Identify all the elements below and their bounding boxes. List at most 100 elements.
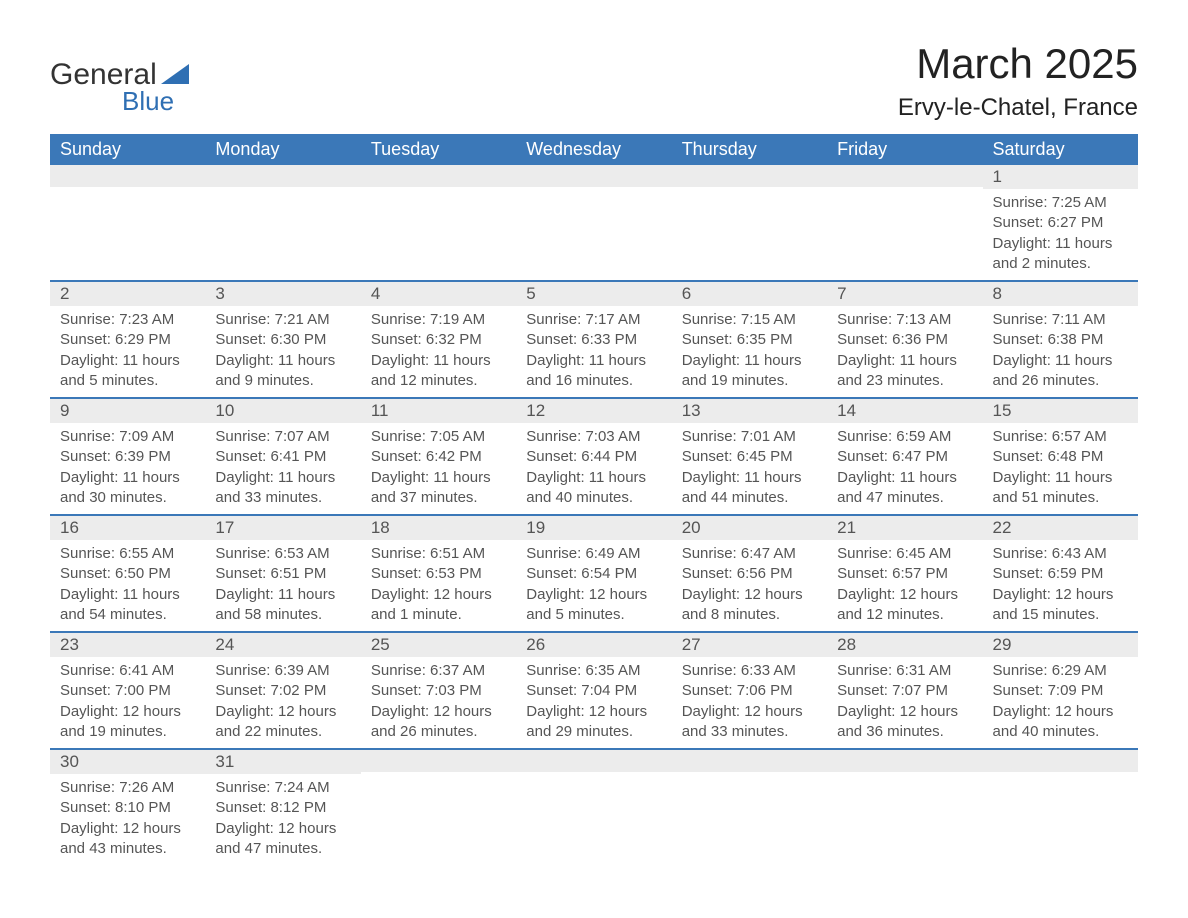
daylight-text: Daylight: 11 hours and 30 minutes. xyxy=(60,468,195,509)
month-title: March 2025 xyxy=(898,40,1138,88)
sunset-text: Sunset: 6:35 PM xyxy=(682,330,817,350)
sunset-text: Sunset: 6:39 PM xyxy=(60,447,195,467)
calendar-cell: 25Sunrise: 6:37 AMSunset: 7:03 PMDayligh… xyxy=(361,632,516,749)
day-number: 19 xyxy=(516,516,671,540)
sunset-text: Sunset: 6:59 PM xyxy=(993,564,1128,584)
day-data: Sunrise: 6:55 AMSunset: 6:50 PMDaylight:… xyxy=(50,540,205,631)
calendar-cell xyxy=(672,749,827,865)
daylight-text: Daylight: 12 hours and 36 minutes. xyxy=(837,702,972,743)
sunrise-text: Sunrise: 6:29 AM xyxy=(993,661,1128,681)
day-data: Sunrise: 7:25 AMSunset: 6:27 PMDaylight:… xyxy=(983,189,1138,280)
calendar-cell xyxy=(516,749,671,865)
calendar-cell: 31Sunrise: 7:24 AMSunset: 8:12 PMDayligh… xyxy=(205,749,360,865)
weekday-header: Tuesday xyxy=(361,134,516,165)
sunset-text: Sunset: 6:41 PM xyxy=(215,447,350,467)
calendar-cell: 22Sunrise: 6:43 AMSunset: 6:59 PMDayligh… xyxy=(983,515,1138,632)
day-number xyxy=(672,165,827,187)
day-number xyxy=(827,165,982,187)
day-data: Sunrise: 6:57 AMSunset: 6:48 PMDaylight:… xyxy=(983,423,1138,514)
title-block: March 2025 Ervy-le-Chatel, France xyxy=(898,40,1138,122)
calendar-cell: 20Sunrise: 6:47 AMSunset: 6:56 PMDayligh… xyxy=(672,515,827,632)
day-number: 9 xyxy=(50,399,205,423)
day-number: 22 xyxy=(983,516,1138,540)
daylight-text: Daylight: 12 hours and 5 minutes. xyxy=(526,585,661,626)
daylight-text: Daylight: 11 hours and 23 minutes. xyxy=(837,351,972,392)
weekday-header: Thursday xyxy=(672,134,827,165)
weekday-header-row: Sunday Monday Tuesday Wednesday Thursday… xyxy=(50,134,1138,165)
day-data: Sunrise: 6:31 AMSunset: 7:07 PMDaylight:… xyxy=(827,657,982,748)
sunrise-text: Sunrise: 6:57 AM xyxy=(993,427,1128,447)
sunrise-text: Sunrise: 7:25 AM xyxy=(993,193,1128,213)
day-number: 30 xyxy=(50,750,205,774)
day-data: Sunrise: 6:41 AMSunset: 7:00 PMDaylight:… xyxy=(50,657,205,748)
sunset-text: Sunset: 6:57 PM xyxy=(837,564,972,584)
sunset-text: Sunset: 7:03 PM xyxy=(371,681,506,701)
daylight-text: Daylight: 12 hours and 47 minutes. xyxy=(215,819,350,860)
day-data: Sunrise: 7:19 AMSunset: 6:32 PMDaylight:… xyxy=(361,306,516,397)
calendar-cell: 19Sunrise: 6:49 AMSunset: 6:54 PMDayligh… xyxy=(516,515,671,632)
day-number: 13 xyxy=(672,399,827,423)
calendar-cell: 9Sunrise: 7:09 AMSunset: 6:39 PMDaylight… xyxy=(50,398,205,515)
day-number: 15 xyxy=(983,399,1138,423)
day-data xyxy=(983,772,1138,850)
calendar-cell xyxy=(827,749,982,865)
sunrise-text: Sunrise: 6:49 AM xyxy=(526,544,661,564)
sunset-text: Sunset: 7:02 PM xyxy=(215,681,350,701)
day-data: Sunrise: 6:49 AMSunset: 6:54 PMDaylight:… xyxy=(516,540,671,631)
sunrise-text: Sunrise: 6:55 AM xyxy=(60,544,195,564)
day-data xyxy=(361,772,516,850)
calendar-week-row: 30Sunrise: 7:26 AMSunset: 8:10 PMDayligh… xyxy=(50,749,1138,865)
day-number: 6 xyxy=(672,282,827,306)
calendar-cell: 28Sunrise: 6:31 AMSunset: 7:07 PMDayligh… xyxy=(827,632,982,749)
calendar-cell: 29Sunrise: 6:29 AMSunset: 7:09 PMDayligh… xyxy=(983,632,1138,749)
day-number: 28 xyxy=(827,633,982,657)
weekday-header: Saturday xyxy=(983,134,1138,165)
sunrise-text: Sunrise: 7:07 AM xyxy=(215,427,350,447)
calendar-cell xyxy=(672,165,827,281)
sunrise-text: Sunrise: 6:31 AM xyxy=(837,661,972,681)
sunrise-text: Sunrise: 6:43 AM xyxy=(993,544,1128,564)
sunrise-text: Sunrise: 7:24 AM xyxy=(215,778,350,798)
day-data: Sunrise: 7:01 AMSunset: 6:45 PMDaylight:… xyxy=(672,423,827,514)
sunset-text: Sunset: 7:09 PM xyxy=(993,681,1128,701)
day-number: 18 xyxy=(361,516,516,540)
day-number xyxy=(361,750,516,772)
day-data: Sunrise: 6:37 AMSunset: 7:03 PMDaylight:… xyxy=(361,657,516,748)
calendar-cell: 24Sunrise: 6:39 AMSunset: 7:02 PMDayligh… xyxy=(205,632,360,749)
day-data: Sunrise: 7:13 AMSunset: 6:36 PMDaylight:… xyxy=(827,306,982,397)
sunrise-text: Sunrise: 6:53 AM xyxy=(215,544,350,564)
daylight-text: Daylight: 12 hours and 8 minutes. xyxy=(682,585,817,626)
day-data xyxy=(827,772,982,850)
day-data: Sunrise: 6:43 AMSunset: 6:59 PMDaylight:… xyxy=(983,540,1138,631)
calendar-cell: 1Sunrise: 7:25 AMSunset: 6:27 PMDaylight… xyxy=(983,165,1138,281)
daylight-text: Daylight: 11 hours and 5 minutes. xyxy=(60,351,195,392)
daylight-text: Daylight: 11 hours and 44 minutes. xyxy=(682,468,817,509)
calendar-cell xyxy=(205,165,360,281)
sunset-text: Sunset: 7:04 PM xyxy=(526,681,661,701)
day-number: 17 xyxy=(205,516,360,540)
day-number: 21 xyxy=(827,516,982,540)
header: General Blue March 2025 Ervy-le-Chatel, … xyxy=(50,40,1138,122)
day-data: Sunrise: 7:15 AMSunset: 6:35 PMDaylight:… xyxy=(672,306,827,397)
day-data: Sunrise: 7:26 AMSunset: 8:10 PMDaylight:… xyxy=(50,774,205,865)
day-number xyxy=(361,165,516,187)
day-data: Sunrise: 7:23 AMSunset: 6:29 PMDaylight:… xyxy=(50,306,205,397)
day-number xyxy=(516,750,671,772)
day-number: 3 xyxy=(205,282,360,306)
daylight-text: Daylight: 11 hours and 19 minutes. xyxy=(682,351,817,392)
daylight-text: Daylight: 11 hours and 37 minutes. xyxy=(371,468,506,509)
sunset-text: Sunset: 6:50 PM xyxy=(60,564,195,584)
calendar-cell: 14Sunrise: 6:59 AMSunset: 6:47 PMDayligh… xyxy=(827,398,982,515)
day-data: Sunrise: 6:35 AMSunset: 7:04 PMDaylight:… xyxy=(516,657,671,748)
sunset-text: Sunset: 8:12 PM xyxy=(215,798,350,818)
day-number xyxy=(672,750,827,772)
calendar-cell: 30Sunrise: 7:26 AMSunset: 8:10 PMDayligh… xyxy=(50,749,205,865)
sunrise-text: Sunrise: 7:21 AM xyxy=(215,310,350,330)
daylight-text: Daylight: 11 hours and 51 minutes. xyxy=(993,468,1128,509)
sunrise-text: Sunrise: 7:05 AM xyxy=(371,427,506,447)
day-number: 25 xyxy=(361,633,516,657)
sunrise-text: Sunrise: 6:51 AM xyxy=(371,544,506,564)
sunrise-text: Sunrise: 6:41 AM xyxy=(60,661,195,681)
calendar-cell xyxy=(361,165,516,281)
day-data xyxy=(361,187,516,265)
